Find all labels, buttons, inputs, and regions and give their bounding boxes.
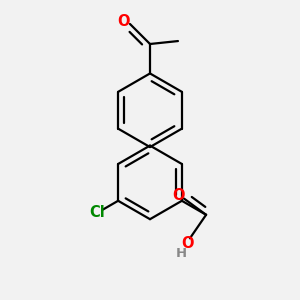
Text: H: H <box>176 247 187 260</box>
Text: O: O <box>117 14 130 28</box>
Text: O: O <box>172 188 185 202</box>
Text: O: O <box>181 236 194 251</box>
Text: Cl: Cl <box>89 206 105 220</box>
